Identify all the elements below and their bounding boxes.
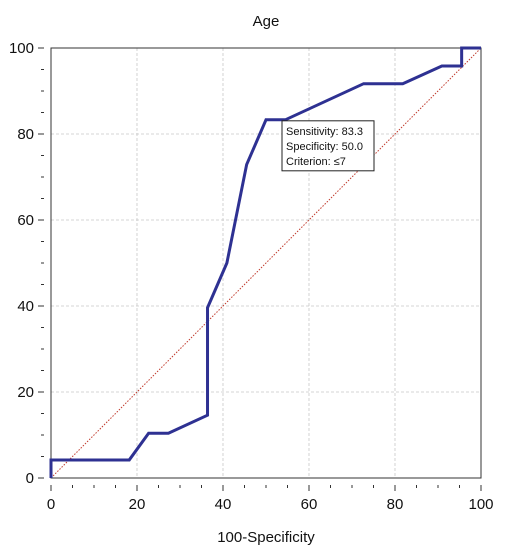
y-tick-label-60: 60 xyxy=(17,212,34,229)
x-tick-label-80: 80 xyxy=(387,496,404,513)
x-tick-label-60: 60 xyxy=(301,496,318,513)
x-tick-label-20: 20 xyxy=(129,496,146,513)
x-tick-label-100: 100 xyxy=(468,496,493,513)
axes xyxy=(38,47,482,491)
annotation-layer: Sensitivity: 83.3 Specificity: 50.0 Criter… xyxy=(281,120,375,172)
y-tick-label-100: 100 xyxy=(9,40,34,57)
x-tick-label-40: 40 xyxy=(215,496,232,513)
y-tick-label-40: 40 xyxy=(17,298,34,315)
roc-curve xyxy=(49,46,481,478)
annotation-line-2: Criterion: ≤7 xyxy=(286,156,346,168)
grid-lines xyxy=(51,48,481,478)
reference-line-layer xyxy=(50,47,482,479)
y-tick-label-80: 80 xyxy=(17,126,34,143)
annotation-line-0: Sensitivity: 83.3 xyxy=(286,126,363,138)
x-axis-title: 100-Specificity xyxy=(217,529,315,546)
annotation-box xyxy=(281,120,375,172)
reference-diagonal xyxy=(50,47,482,479)
tick-labels: 0 20 40 60 80 100 0 20 40 60 80 100 xyxy=(9,40,494,513)
annotation-line-1: Specificity: 50.0 xyxy=(286,141,363,153)
x-tick-label-0: 0 xyxy=(47,496,55,513)
chart-title: Age xyxy=(253,13,280,30)
series-layer xyxy=(49,46,481,478)
y-tick-label-0: 0 xyxy=(26,470,34,487)
plot-frame xyxy=(50,47,482,479)
y-tick-label-20: 20 xyxy=(17,384,34,401)
